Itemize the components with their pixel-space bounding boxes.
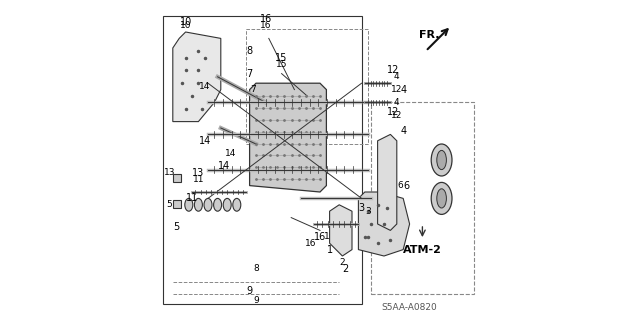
Ellipse shape xyxy=(204,198,212,211)
Polygon shape xyxy=(378,134,397,230)
Ellipse shape xyxy=(214,198,221,211)
Bar xyxy=(163,16,362,304)
Ellipse shape xyxy=(233,198,241,211)
Text: 16: 16 xyxy=(259,14,272,24)
Polygon shape xyxy=(250,83,326,192)
Text: 1: 1 xyxy=(326,244,333,255)
Polygon shape xyxy=(330,205,352,256)
Ellipse shape xyxy=(436,189,447,208)
Text: 12: 12 xyxy=(387,65,400,76)
Text: 9: 9 xyxy=(246,286,253,296)
Text: 8: 8 xyxy=(253,264,259,273)
Text: 10: 10 xyxy=(179,17,192,28)
Ellipse shape xyxy=(431,144,452,176)
Text: FR.: FR. xyxy=(419,30,439,40)
Polygon shape xyxy=(173,32,221,122)
Text: 12: 12 xyxy=(391,111,403,120)
Text: 11: 11 xyxy=(193,175,204,184)
Text: 13: 13 xyxy=(192,168,205,178)
Text: 12: 12 xyxy=(391,85,403,94)
Text: 13: 13 xyxy=(164,168,175,177)
Text: ATM-2: ATM-2 xyxy=(403,244,442,255)
Ellipse shape xyxy=(431,182,452,214)
Text: 4: 4 xyxy=(400,84,406,95)
Bar xyxy=(173,174,181,182)
Text: 3: 3 xyxy=(358,203,365,213)
Bar xyxy=(371,102,474,294)
Text: 4: 4 xyxy=(394,72,399,81)
Text: 14: 14 xyxy=(198,136,211,146)
Text: 5: 5 xyxy=(173,222,179,232)
Text: 15: 15 xyxy=(276,60,287,68)
Ellipse shape xyxy=(185,198,193,211)
Text: 5: 5 xyxy=(167,200,172,209)
Text: 14: 14 xyxy=(199,82,211,91)
Text: 7: 7 xyxy=(250,85,255,94)
Ellipse shape xyxy=(436,150,447,170)
Text: 1: 1 xyxy=(324,232,329,241)
Polygon shape xyxy=(358,192,410,256)
Text: 6: 6 xyxy=(397,181,403,190)
Bar xyxy=(173,200,181,208)
Ellipse shape xyxy=(223,198,231,211)
Text: 9: 9 xyxy=(253,296,259,305)
Text: 4: 4 xyxy=(394,98,399,107)
Text: 12: 12 xyxy=(387,107,400,117)
Text: 16: 16 xyxy=(305,239,316,248)
Text: 14: 14 xyxy=(225,149,236,158)
Text: 3: 3 xyxy=(365,207,371,216)
Text: 4: 4 xyxy=(400,126,406,136)
Text: 10: 10 xyxy=(180,21,191,30)
Text: 2: 2 xyxy=(342,264,349,274)
Text: 7: 7 xyxy=(246,68,253,79)
Bar xyxy=(246,29,368,144)
Text: 16: 16 xyxy=(260,21,271,30)
Text: 15: 15 xyxy=(275,52,288,63)
Text: 11: 11 xyxy=(186,193,198,204)
Text: 8: 8 xyxy=(246,46,253,56)
Text: 2: 2 xyxy=(340,258,345,267)
Ellipse shape xyxy=(195,198,202,211)
Text: 14: 14 xyxy=(218,161,230,172)
Text: S5AA-A0820: S5AA-A0820 xyxy=(381,303,438,312)
Text: 16: 16 xyxy=(314,232,326,242)
Text: 6: 6 xyxy=(403,180,410,191)
